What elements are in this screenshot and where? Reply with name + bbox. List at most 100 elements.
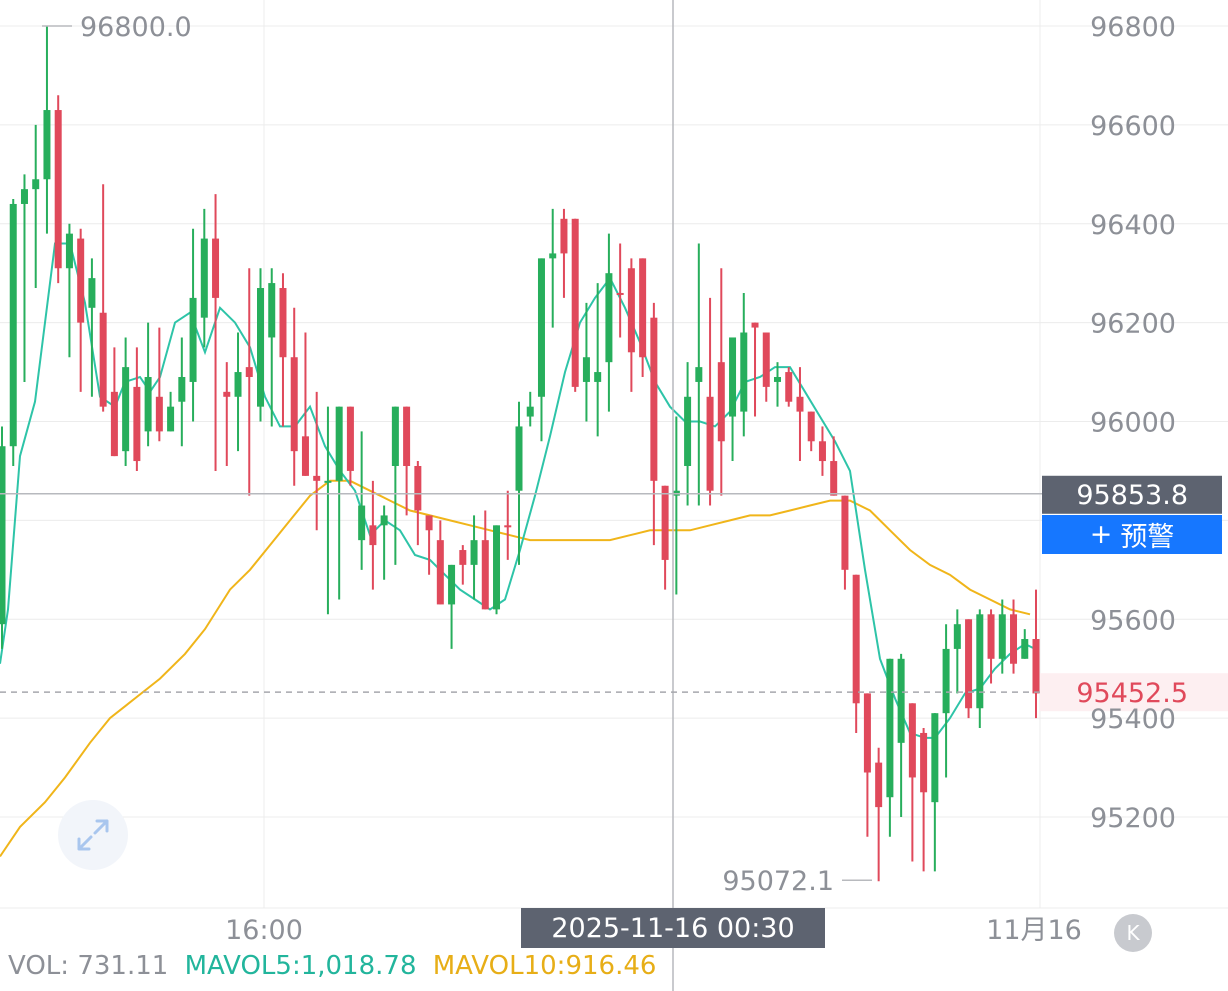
candle-body (279, 288, 287, 358)
candle-body (88, 278, 96, 308)
candle-body (167, 406, 175, 432)
candle-body (403, 406, 411, 466)
candle-body (594, 372, 602, 382)
vol-readout: VOL: 731.11 (8, 951, 168, 981)
candle-body (200, 238, 208, 318)
candle-body (99, 312, 107, 407)
candle-body (818, 441, 826, 462)
price-tick-label: 95600 (1090, 605, 1176, 636)
candle-body (459, 550, 467, 565)
candle-body (324, 480, 332, 483)
last-price-label: 95452.5 (1076, 678, 1188, 709)
candle-body (380, 515, 388, 526)
candle-body (695, 367, 703, 382)
mavol5-label: MAVOL5: (184, 951, 301, 981)
candle-body (908, 703, 916, 778)
price-tick-label: 95400 (1090, 704, 1176, 735)
vol-label: VOL: (8, 951, 70, 981)
candle-body (965, 619, 973, 709)
candle-body (785, 372, 793, 402)
vol-value: 731.11 (77, 951, 169, 981)
candle-body (863, 693, 871, 773)
candle-body (560, 218, 568, 254)
candle-body (448, 564, 456, 605)
price-tick-label: 96600 (1090, 111, 1176, 142)
mavol5-readout: MAVOL5:1,018.78 (185, 951, 417, 981)
candle-body (740, 332, 748, 412)
candle-body (65, 233, 73, 269)
price-tick-label: 96400 (1090, 210, 1176, 241)
crosshair-time-label: 2025-11-16 00:30 (521, 908, 825, 948)
candle-body (852, 574, 860, 704)
candle-body (897, 658, 905, 743)
expand-arrows-icon (77, 819, 109, 851)
candle-body (717, 362, 725, 442)
candle-body (830, 461, 838, 496)
candle-body (257, 288, 264, 407)
candle-body (987, 614, 995, 659)
candle-body (212, 238, 220, 298)
candle-body (942, 648, 950, 714)
candle-body (537, 258, 545, 397)
price-tick-label: 96200 (1090, 309, 1176, 340)
candle-body (133, 386, 141, 462)
candle-body (807, 411, 815, 442)
candle-body (436, 540, 444, 605)
high-marker-label: 96800.0 (80, 12, 192, 43)
mavol10-readout: MAVOL10:916.46 (433, 951, 657, 981)
candle-body (369, 525, 377, 546)
candle-body (1010, 614, 1018, 664)
candle-body (122, 367, 130, 452)
candle-body (346, 406, 354, 471)
candle-body (32, 179, 40, 190)
candle-body (616, 292, 624, 295)
candle-body (661, 485, 669, 560)
candle-body (504, 525, 512, 528)
ma-short-line (0, 242, 1036, 739)
candle-body (301, 436, 309, 476)
crosshair-price-label: 95853.8 (1076, 480, 1188, 511)
candle-body (605, 273, 613, 363)
mavol10-label: MAVOL10: (432, 951, 566, 981)
candle-body (358, 505, 366, 541)
candle-body (976, 614, 984, 709)
candle-body (77, 238, 85, 323)
last-price-box (1040, 673, 1228, 712)
candle-body (178, 377, 186, 402)
candle-body (931, 713, 939, 803)
k-line-toggle-button[interactable]: K (1114, 914, 1152, 952)
candle-body (110, 391, 118, 457)
price-tick-label: 95200 (1090, 803, 1176, 834)
candle-body (9, 203, 17, 447)
candle-body (313, 475, 321, 481)
expand-fullscreen-button[interactable] (58, 800, 128, 870)
plus-icon: + (1089, 519, 1113, 550)
candle-body (998, 614, 1006, 659)
candle-body (875, 762, 883, 808)
candle-body (1021, 639, 1029, 659)
candle-body (582, 357, 590, 382)
price-alert-button[interactable]: + 预警 (1042, 515, 1222, 554)
candle-body (762, 332, 770, 387)
candle-body (751, 322, 759, 328)
candle-body (493, 525, 501, 610)
price-axis: 96800 96600 96400 96200 96000 95600 95400 95200… (225, 12, 1176, 946)
candle-body (54, 110, 62, 269)
candle-body (470, 540, 478, 565)
mavol5-value: 1,018.78 (300, 951, 417, 981)
candle-body (953, 624, 961, 649)
candle-body (627, 268, 635, 353)
candle-body (515, 426, 523, 491)
price-tick-label: 96800 (1090, 12, 1176, 43)
volume-indicator: VOL: 731.11 MAVOL5:1,018.78 MAVOL10:916.… (8, 951, 664, 981)
mavol10-value: 916.46 (565, 951, 657, 981)
candle-body (234, 372, 242, 397)
candle-body (706, 396, 714, 491)
candle-body (886, 658, 894, 798)
candle-body (414, 465, 422, 511)
candle-body (43, 110, 51, 180)
candle-body (0, 446, 6, 625)
candle-body (425, 515, 433, 531)
